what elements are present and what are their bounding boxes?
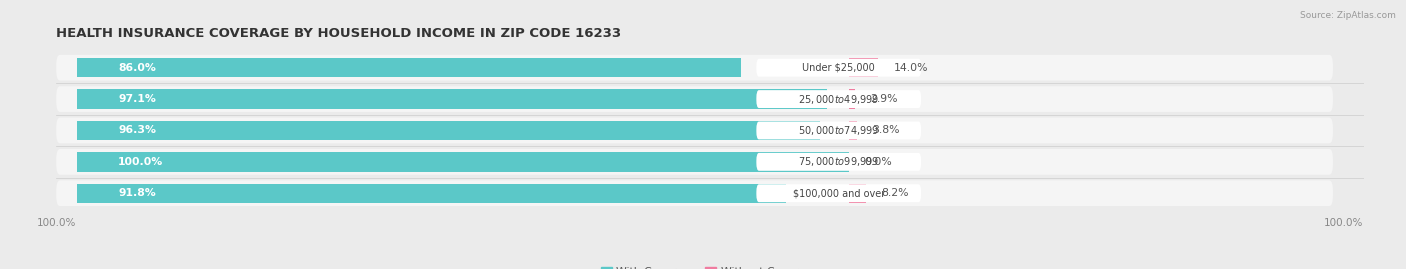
Text: Source: ZipAtlas.com: Source: ZipAtlas.com (1301, 11, 1396, 20)
Bar (77, 121, 821, 140)
Bar (849, 89, 855, 109)
Text: 14.0%: 14.0% (893, 63, 928, 73)
Bar (77, 152, 849, 172)
Bar (849, 58, 877, 77)
Text: $50,000 to $74,999: $50,000 to $74,999 (799, 124, 879, 137)
Text: 0.0%: 0.0% (865, 157, 893, 167)
Text: 8.2%: 8.2% (882, 188, 908, 198)
FancyBboxPatch shape (56, 86, 1333, 112)
Bar (77, 58, 741, 77)
Text: 86.0%: 86.0% (118, 63, 156, 73)
Text: HEALTH INSURANCE COVERAGE BY HOUSEHOLD INCOME IN ZIP CODE 16233: HEALTH INSURANCE COVERAGE BY HOUSEHOLD I… (56, 27, 621, 40)
FancyBboxPatch shape (56, 118, 1333, 143)
Text: 97.1%: 97.1% (118, 94, 156, 104)
Bar (849, 183, 866, 203)
Bar (849, 121, 856, 140)
FancyBboxPatch shape (756, 153, 921, 171)
Text: $100,000 and over: $100,000 and over (793, 188, 884, 198)
FancyBboxPatch shape (756, 122, 921, 139)
FancyBboxPatch shape (756, 90, 921, 108)
Legend: With Coverage, Without Coverage: With Coverage, Without Coverage (596, 262, 824, 269)
Text: 2.9%: 2.9% (870, 94, 898, 104)
FancyBboxPatch shape (56, 55, 1333, 81)
Text: 96.3%: 96.3% (118, 125, 156, 136)
Text: 100.0%: 100.0% (118, 157, 163, 167)
FancyBboxPatch shape (56, 149, 1333, 175)
FancyBboxPatch shape (756, 59, 921, 77)
Text: 3.8%: 3.8% (872, 125, 900, 136)
Bar (77, 89, 827, 109)
FancyBboxPatch shape (756, 184, 921, 202)
Text: 91.8%: 91.8% (118, 188, 156, 198)
Bar (77, 183, 786, 203)
Text: Under $25,000: Under $25,000 (803, 63, 875, 73)
Text: $75,000 to $99,999: $75,000 to $99,999 (799, 155, 879, 168)
FancyBboxPatch shape (56, 180, 1333, 206)
Text: $25,000 to $49,999: $25,000 to $49,999 (799, 93, 879, 105)
